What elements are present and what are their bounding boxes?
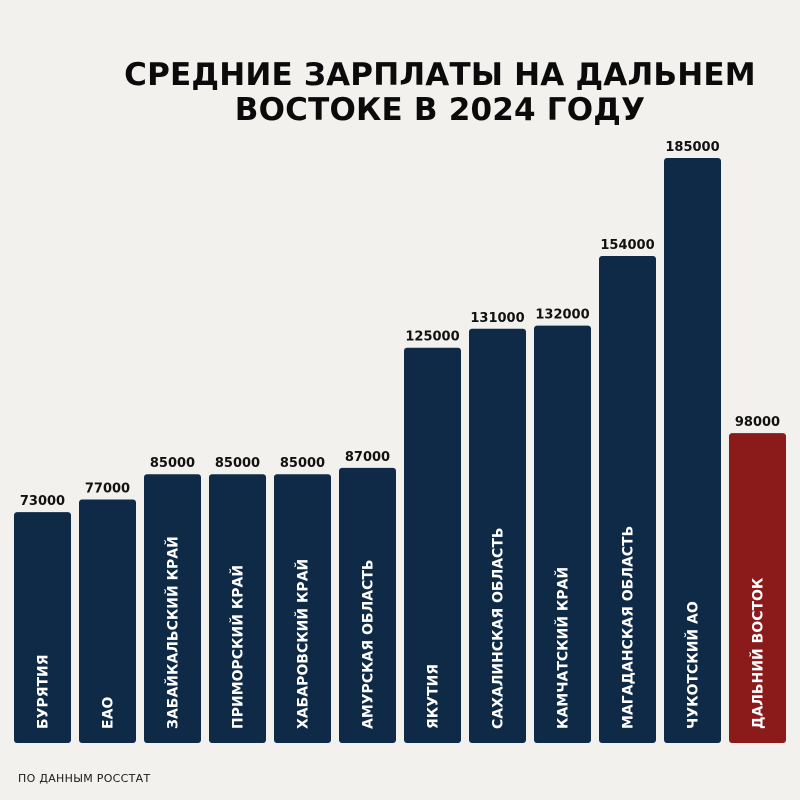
chart-title-line-2: ВОСТОКЕ В 2024 ГОДУ bbox=[234, 92, 646, 128]
bar-3 bbox=[144, 474, 201, 743]
bar-value-label: 185000 bbox=[665, 140, 719, 155]
bar-value-label: 125000 bbox=[405, 330, 459, 345]
bar-category-label: ЕАО bbox=[101, 697, 117, 729]
bar-5 bbox=[274, 474, 331, 743]
bar-value-label: 154000 bbox=[600, 238, 654, 253]
chart-title: СРЕДНИЕ ЗАРПЛАТЫ НА ДАЛЬНЕМ ВОСТОКЕ В 20… bbox=[40, 58, 800, 128]
bar-6 bbox=[339, 467, 396, 743]
bar-category-label: АМУРСКАЯ ОБЛАСТЬ bbox=[361, 559, 377, 729]
bar-value-label: 85000 bbox=[215, 456, 260, 471]
bar-category-label: КАМЧАТСКИЙ КРАЙ bbox=[555, 567, 572, 729]
bar-4 bbox=[209, 474, 266, 743]
bar-category-label: МАГАДАНСКАЯ ОБЛАСТЬ bbox=[621, 526, 637, 729]
bar-7 bbox=[404, 347, 461, 743]
bar-value-label: 73000 bbox=[20, 494, 65, 509]
bar-category-label: БУРЯТИЯ bbox=[36, 654, 52, 729]
bar-category-label: ХАБАРОВСКИЙ КРАЙ bbox=[295, 559, 312, 729]
bar-category-label: ЗАБАЙКАЛЬСКИЙ КРАЙ bbox=[165, 536, 182, 729]
bar-value-label: 85000 bbox=[150, 456, 195, 471]
bar-value-label: 98000 bbox=[735, 415, 780, 430]
bar-category-label: ПРИМОРСКИЙ КРАЙ bbox=[230, 565, 247, 729]
bar-category-label: САХАЛИНСКАЯ ОБЛАСТЬ bbox=[491, 527, 507, 729]
bar-12 bbox=[729, 433, 786, 743]
bar-category-label: ДАЛЬНИЙ ВОСТОК bbox=[750, 577, 767, 729]
bar-1 bbox=[14, 512, 71, 743]
bar-value-label: 131000 bbox=[470, 311, 524, 326]
bar-9 bbox=[534, 325, 591, 743]
bar-value-label: 87000 bbox=[345, 450, 390, 465]
bar-category-label: ЧУКОТСКИЙ АО bbox=[685, 601, 702, 729]
chart-title-line-1: СРЕДНИЕ ЗАРПЛАТЫ НА ДАЛЬНЕМ bbox=[124, 57, 756, 93]
bar-10 bbox=[599, 256, 656, 743]
bar-value-label: 77000 bbox=[85, 482, 130, 497]
bar-value-label: 85000 bbox=[280, 456, 325, 471]
bar-11 bbox=[664, 158, 721, 743]
bar-2 bbox=[79, 499, 136, 743]
bar-category-label: ЯКУТИЯ bbox=[426, 664, 442, 729]
bar-value-label: 132000 bbox=[535, 308, 589, 323]
source-note: ПО ДАННЫМ РОССТАТ bbox=[18, 772, 151, 785]
bar-8 bbox=[469, 328, 526, 743]
